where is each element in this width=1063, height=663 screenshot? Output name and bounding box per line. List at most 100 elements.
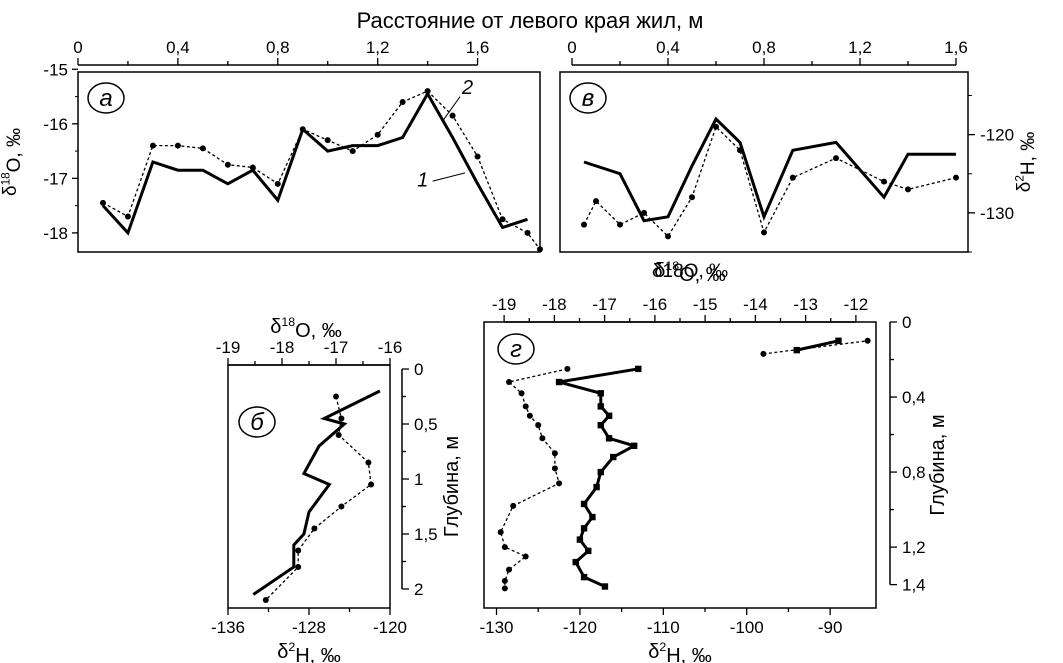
panel-г-series-2-seg-1-point-4 (526, 412, 533, 419)
panel-в-y-axis-label: δ2H, ‰ (1014, 132, 1039, 192)
panel-б-series-2-seg-0-point-8 (295, 564, 302, 570)
panel-а-series-2-point-5 (224, 161, 231, 168)
panel-г-series-2-seg-0-line (763, 340, 868, 355)
panel-а-series-2-point-10 (349, 148, 356, 155)
panel-б-letter: б (250, 409, 265, 436)
panel-г-letter: г (510, 336, 522, 363)
panel-г-series-1-seg-1-point-6 (605, 435, 613, 442)
panel-г-series-1-seg-1-point-14 (576, 536, 584, 543)
panel-г-depth-tick-label-3: 1,2 (902, 538, 926, 557)
panel-г-series-1-seg-1-point-15 (585, 547, 592, 555)
panel-г-series-2-seg-1-point-5 (535, 422, 542, 429)
panel-г-top-axis-label: δ18O, ‰ (654, 259, 726, 286)
panel-г-series-2-seg-1-point-11 (497, 529, 504, 536)
panel-в-x-tick-label-4: 1,6 (944, 38, 968, 57)
panel-б-series-2-seg-0-point-9 (262, 597, 269, 603)
panel-г-top-tick-label-3: -16 (643, 295, 668, 314)
panel-в-series-2-point-10 (833, 155, 839, 162)
panel-в-series-2-point-8 (761, 229, 767, 236)
panel-в-series-2-point-1 (593, 198, 599, 205)
panel-а-series-2-point-18 (537, 246, 543, 253)
panel-в-series-2-point-13 (953, 174, 959, 181)
panel-а-series-2-point-6 (249, 164, 256, 171)
panel-в-y-tick-label-0: -120 (980, 126, 1014, 145)
panel-б-depth-tick-label-3: 1,5 (414, 525, 438, 544)
panel-б-top-tick-label-1: -18 (270, 338, 295, 357)
panel-г-series-2-seg-1-point-7 (551, 450, 558, 457)
panel-а-x-tick-label-4: 1,6 (466, 38, 490, 57)
panel-г-top-tick-label-4: -15 (693, 295, 718, 314)
panel-а-series-1-line (101, 90, 528, 236)
panel-г-top-tick-label-1: -18 (542, 295, 567, 314)
panel-в-series-2-point-5 (689, 194, 695, 201)
panel-г-depth-tick-label-4: 1,4 (902, 576, 926, 595)
panel-г-frame (483, 321, 877, 609)
panel-а-x-tick-label-2: 0,8 (266, 38, 290, 57)
panel-г-top-tick-label-2: -17 (592, 295, 617, 314)
panel-г-top-tick-label-0: -19 (492, 295, 517, 314)
panel-г-depth-axis-label: Глубина, м (927, 414, 949, 515)
panel-г-series-2-seg-0-point-0 (760, 350, 767, 357)
panel-б-bottom-tick-label-0: -136 (211, 618, 245, 637)
panel-а-series-2-point-9 (324, 137, 331, 144)
panel-б-depth-tick-label-1: 0,5 (414, 415, 438, 434)
panel-а-letter: а (99, 85, 112, 112)
panel-б-depth-tick-label-2: 1 (414, 470, 423, 489)
curve-label-2: 2 (461, 77, 473, 99)
middle-axis-title: δ18O, ‰ (652, 261, 728, 282)
panel-в-series-2-point-2 (617, 221, 623, 228)
panel-г-depth-tick-label-1: 0,4 (902, 388, 926, 407)
panel-в-series-2-line (583, 125, 957, 238)
panel-г-bottom-tick-label-3: -100 (730, 618, 764, 637)
panel-г-series-1-seg-1-point-7 (630, 442, 638, 450)
panel-г-series-2-seg-1-point-14 (506, 566, 513, 573)
curve-label-2-leader (442, 96, 461, 122)
panel-б-top-tick-label-0: -19 (216, 338, 241, 357)
panel-в-series-2-point-12 (905, 186, 911, 193)
panel-а-series-2-point-2 (149, 142, 156, 149)
panel-г-depth-tick-label-2: 0,8 (902, 463, 926, 482)
panel-г-series-1-seg-1-point-12 (589, 513, 596, 521)
panel-а-series-2-point-3 (174, 142, 181, 149)
panel-г-series-1-seg-1-point-2 (597, 390, 604, 397)
panel-г-series-1-seg-1-point-18 (601, 583, 609, 590)
panel-г-series-2-seg-1-point-16 (501, 585, 508, 592)
panel-г-bottom-tick-label-1: -120 (563, 618, 597, 637)
panel-г-series-1-seg-1-point-9 (597, 468, 604, 476)
panel-а-x-tick-label-0: 0 (73, 38, 82, 57)
panel-г-series-1-seg-1-point-11 (580, 500, 588, 508)
panel-г-top-tick-label-6: -13 (793, 295, 818, 314)
panel-а-x-tick-label-3: 1,2 (366, 38, 390, 57)
panel-б-badge (238, 406, 276, 438)
panel-б-series-2-seg-0-point-7 (295, 547, 302, 554)
curve-label-1-leader (432, 172, 466, 182)
panel-а-series-2-point-8 (299, 126, 306, 133)
panel-г-series-2-seg-1-point-9 (556, 480, 563, 487)
panel-в-x-tick-label-2: 0,8 (752, 38, 776, 57)
panel-б-frame (227, 364, 391, 609)
panel-а-y-tick-label-1: -16 (43, 115, 68, 134)
panel-б-top-tick-label-2: -17 (324, 338, 349, 357)
panel-в-series-1-line (583, 116, 956, 223)
panel-г-series-2-seg-1-point-3 (522, 403, 529, 410)
panel-г-series-1-seg-1-point-5 (597, 421, 604, 429)
panel-а-series-2-point-12 (399, 99, 406, 105)
panel-б-series-2-seg-0-line (265, 396, 372, 601)
panel-б-series-1-seg-0-line (252, 389, 381, 596)
panel-а-y-axis-label: δ18O, ‰ (0, 128, 25, 196)
panel-б-bottom-tick-label-2: -120 (373, 618, 407, 637)
panel-г-series-1-seg-1-point-13 (580, 525, 588, 532)
panel-г-bottom-tick-label-0: -130 (479, 618, 513, 637)
panel-г-depth-tick-label-0: 0 (902, 313, 911, 332)
panel-г-series-2-seg-1-line (500, 368, 568, 589)
panel-г-series-1-seg-1-point-17 (580, 573, 588, 581)
panel-в-series-2-point-4 (665, 233, 671, 240)
panel-в-series-2-point-6 (713, 123, 719, 130)
panel-б-depth-tick-label-0: 0 (414, 360, 423, 379)
panel-г-series-2-seg-1-point-2 (518, 390, 525, 397)
panel-а-series-2-point-16 (499, 216, 506, 223)
panel-б-series-2-seg-0-point-4 (368, 481, 375, 488)
panel-а-series-2-point-15 (474, 153, 481, 160)
panel-а-series-2-line (102, 90, 541, 250)
